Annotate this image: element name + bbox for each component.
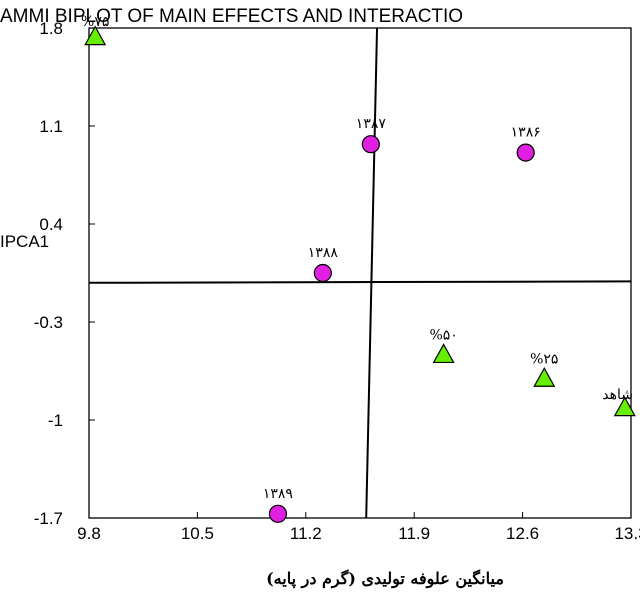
y-axis: 1.8 1.1 0.4 -0.3 -1 -1.7 bbox=[34, 19, 95, 528]
x-axis-label: میانگین علوفه تولیدی (گرم در پایه) bbox=[266, 569, 504, 589]
triangle-point bbox=[533, 367, 556, 387]
chart-title: AMMI BIPLOT OF MAIN EFFECTS AND INTERACT… bbox=[0, 6, 463, 27]
triangle-point bbox=[613, 396, 636, 417]
data-points: ۱۳۸۷ ۱۳۸۶ ۱۳۸۸ ۱۳۸۹ %۷۵ %۵۰ %۲۵ شاهد bbox=[81, 14, 636, 523]
circle-point bbox=[361, 135, 380, 154]
x-tick-label: 12.6 bbox=[506, 524, 539, 543]
point-label: شاهد bbox=[602, 387, 633, 403]
reference-line-2 bbox=[365, 27, 379, 519]
point-label: %۷۵ bbox=[81, 14, 109, 30]
reference-lines bbox=[88, 27, 632, 519]
x-axis: 9.8 10.5 11.2 11.9 12.6 13.3 bbox=[77, 512, 640, 543]
x-tick-label: 11.2 bbox=[290, 524, 322, 543]
circle-point bbox=[516, 143, 535, 162]
point-label: ۱۳۸۷ bbox=[356, 116, 387, 132]
x-tick-label: 11.9 bbox=[398, 524, 430, 543]
y-tick-label: -0.3 bbox=[34, 313, 63, 332]
point-label: ۱۳۸۶ bbox=[511, 125, 541, 141]
circle-point bbox=[268, 504, 288, 523]
plot-frame bbox=[88, 27, 632, 519]
point-label: ۱۳۸۸ bbox=[308, 245, 339, 261]
y-tick-label: 1.1 bbox=[39, 117, 63, 136]
circle-point bbox=[313, 263, 332, 283]
point-label: %۵۰ bbox=[429, 328, 457, 344]
x-tick-label: 9.8 bbox=[77, 524, 101, 543]
y-tick-label: -1.7 bbox=[34, 509, 63, 528]
triangle-point bbox=[84, 25, 107, 46]
triangle-point bbox=[432, 343, 455, 364]
x-tick-label: 13.3 bbox=[614, 524, 640, 543]
y-axis-label: IPCA1 bbox=[0, 232, 49, 251]
point-label: ۱۳۸۹ bbox=[263, 486, 293, 502]
y-tick-label: -1 bbox=[48, 411, 63, 430]
point-label: %۲۵ bbox=[530, 351, 558, 367]
reference-line-1 bbox=[88, 280, 632, 284]
x-tick-label: 10.5 bbox=[181, 524, 214, 543]
y-tick-label: 0.4 bbox=[39, 215, 63, 234]
y-tick-label: 1.8 bbox=[39, 19, 63, 38]
